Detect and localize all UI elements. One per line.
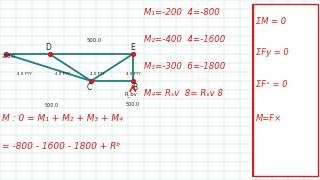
Text: M₄= Rₛv  8= Rₛv 8: M₄= Rₛv 8= Rₛv 8 <box>144 89 223 98</box>
Text: 500.0: 500.0 <box>87 38 102 43</box>
Text: 500.0: 500.0 <box>126 102 140 107</box>
Text: ΣFy = 0: ΣFy = 0 <box>256 48 289 57</box>
Text: M₁=-200  4=-800: M₁=-200 4=-800 <box>144 8 220 17</box>
Text: M₂=-400  4=-1600: M₂=-400 4=-1600 <box>144 35 225 44</box>
Text: 4.0 FTY: 4.0 FTY <box>90 72 105 76</box>
Text: 4.0 FTY: 4.0 FTY <box>55 72 70 76</box>
Text: M=F×: M=F× <box>256 114 282 123</box>
Text: B: B <box>132 83 137 92</box>
Text: 4.0 FTY: 4.0 FTY <box>17 72 31 76</box>
Text: R_bv: R_bv <box>124 92 137 98</box>
Text: M₃=-300  6=-1800: M₃=-300 6=-1800 <box>144 62 225 71</box>
Text: = -800 - 1600 - 1800 + Rᵇ: = -800 - 1600 - 1800 + Rᵇ <box>2 142 120 151</box>
Text: E: E <box>131 43 135 52</box>
Text: D: D <box>45 43 51 52</box>
FancyBboxPatch shape <box>253 4 318 176</box>
Text: 500.0: 500.0 <box>44 103 58 108</box>
Text: 4.0 FTY: 4.0 FTY <box>126 72 141 76</box>
Text: 200.0: 200.0 <box>2 54 16 59</box>
Text: C: C <box>86 83 92 92</box>
Text: ΣFˣ = 0: ΣFˣ = 0 <box>256 80 287 89</box>
Text: ΣM = 0: ΣM = 0 <box>256 17 286 26</box>
Text: M : 0 = M₁ + M₂ + M₃ + M₄: M : 0 = M₁ + M₂ + M₃ + M₄ <box>2 114 122 123</box>
